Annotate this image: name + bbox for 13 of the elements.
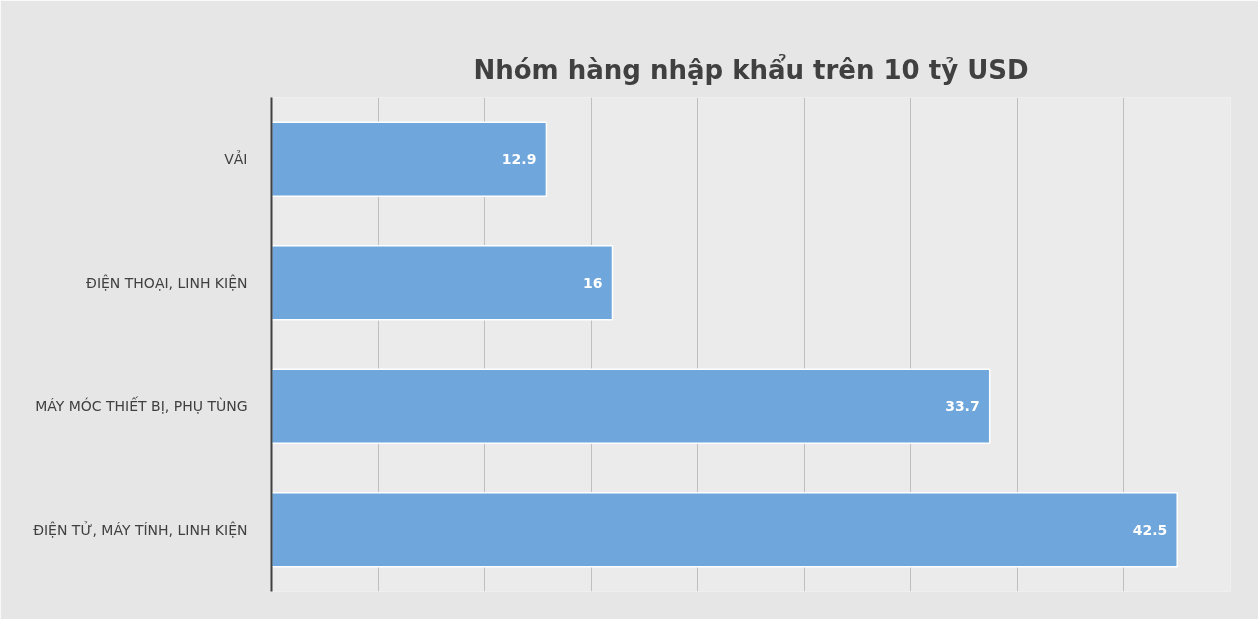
bar xyxy=(271,368,991,445)
bar xyxy=(271,121,548,198)
data-label: 16 xyxy=(583,274,603,291)
data-label: 12.9 xyxy=(501,151,537,168)
y-tick-label: ĐIỆN TỬ, MÁY TÍNH, LINH KIỆN xyxy=(33,520,248,538)
bar xyxy=(271,491,1178,568)
chart-title: Nhóm hàng nhập khẩu trên 10 tỷ USD xyxy=(473,53,1029,85)
data-label: 42.5 xyxy=(1132,521,1168,538)
y-tick-label: VẢI xyxy=(224,150,248,168)
y-tick-label: MÁY MÓC THIẾT BỊ, PHỤ TÙNG xyxy=(35,396,248,415)
bar xyxy=(271,244,614,321)
y-tick-label: ĐIỆN THOẠI, LINH KIỆN xyxy=(86,273,248,291)
data-label: 33.7 xyxy=(945,398,980,415)
